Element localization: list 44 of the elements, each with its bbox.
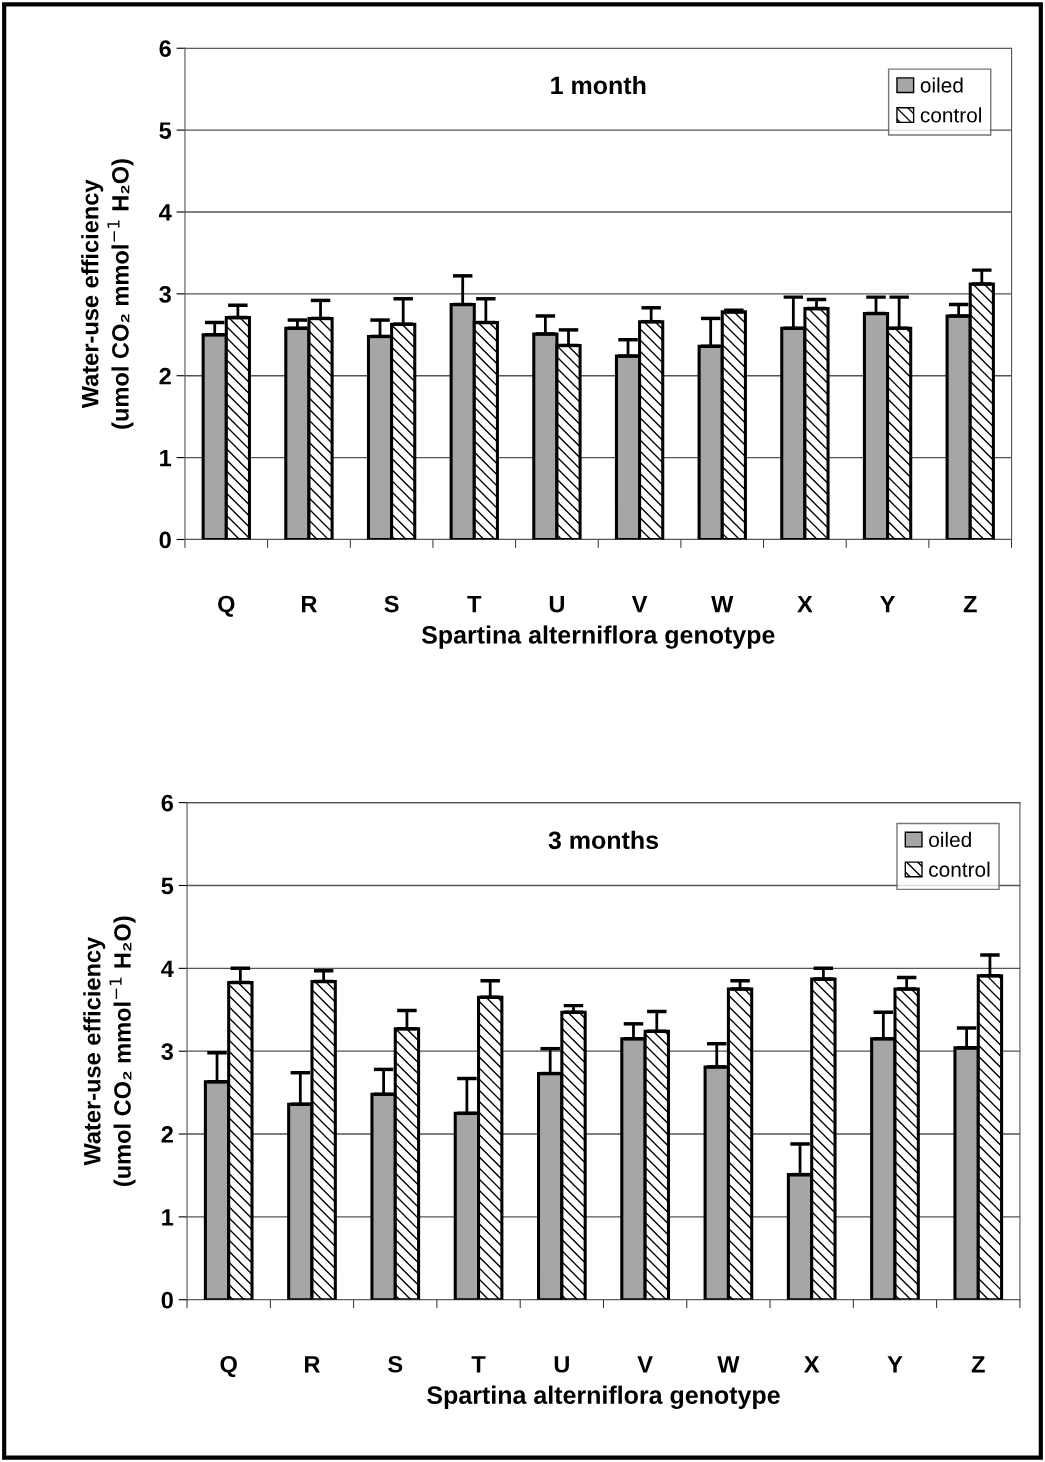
- y-tick-label: 3: [161, 1043, 174, 1060]
- x-tick-label: Y: [880, 595, 896, 613]
- y-tick-label: 1: [160, 449, 172, 467]
- y-tick-label: 4: [159, 204, 172, 221]
- x-tick-label: U: [549, 595, 565, 613]
- y-tick-label: 2: [159, 367, 171, 385]
- legend-label: oiled: [929, 831, 971, 848]
- x-tick-label: W: [711, 595, 734, 613]
- x-tick-label: T: [471, 1356, 486, 1373]
- y-tick-label: 0: [159, 531, 171, 549]
- legend-label: control: [929, 861, 990, 877]
- x-tick-label: Z: [963, 595, 977, 613]
- x-axis-title: Spartina alterniflora genotype: [427, 1385, 780, 1410]
- y-tick-label: 0: [161, 1291, 173, 1309]
- x-tick-label: U: [554, 1356, 569, 1373]
- y-tick-label: 2: [161, 1126, 173, 1143]
- y-axis-title: Water-use efficiency (umol CO₂ mmol$^{−1}$ H₂O): [81, 159, 134, 429]
- y-tick-label: 3: [159, 285, 171, 303]
- x-tick-label: Q: [220, 1355, 237, 1378]
- y-tick-label: 6: [161, 794, 174, 812]
- x-tick-label: Z: [971, 1356, 985, 1373]
- legend-label: oiled: [920, 77, 963, 93]
- y-tick-label: 5: [159, 122, 172, 139]
- legend-label: control: [920, 107, 982, 123]
- y-tick-label: 1: [162, 1209, 174, 1226]
- y-tick-label: 4: [161, 960, 174, 977]
- x-tick-label: S: [388, 1355, 403, 1373]
- x-tick-label: V: [637, 1356, 653, 1373]
- text: 1 month: [551, 75, 646, 95]
- y-tick-label: 5: [161, 877, 174, 895]
- x-tick-label: X: [804, 1356, 820, 1373]
- x-axis-title: Spartina alterniflora genotype: [421, 625, 775, 649]
- x-tick-label: R: [305, 1356, 321, 1373]
- y-tick-label: 6: [159, 40, 171, 58]
- x-tick-label: Q: [218, 595, 235, 617]
- text: 3 months: [548, 830, 659, 850]
- x-tick-label: X: [797, 595, 813, 613]
- y-axis-title: Water-use efficiency (umol CO₂ mmol$^{−1}$ H₂O): [83, 916, 136, 1186]
- x-tick-label: T: [467, 595, 482, 613]
- x-tick-label: R: [302, 595, 317, 613]
- x-tick-label: V: [631, 595, 648, 613]
- x-tick-label: W: [717, 1356, 740, 1373]
- x-tick-label: S: [384, 595, 399, 613]
- x-tick-label: Y: [887, 1356, 903, 1373]
